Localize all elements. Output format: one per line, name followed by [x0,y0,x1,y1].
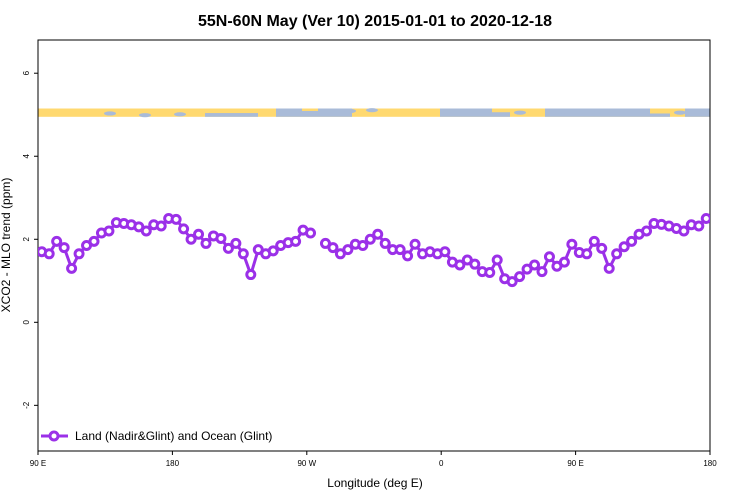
data-point [292,237,300,245]
x-tick-label: 90 E [30,459,46,468]
data-point [374,230,382,238]
plot-frame [38,40,710,451]
data-point [157,222,165,230]
map-ocean-patch [492,112,510,117]
x-axis-label: Longitude (deg E) [327,476,422,490]
y-tick-label: 6 [22,70,31,75]
data-point [105,227,113,235]
data-point [613,250,621,258]
data-point [217,234,225,242]
map-ocean-patch [685,109,710,117]
data-point [486,268,494,276]
data-point [307,229,315,237]
data-point [359,242,367,250]
series-layer [38,215,711,286]
data-point [142,227,150,235]
data-point [75,250,83,258]
chart-title: 55N-60N May (Ver 10) 2015-01-01 to 2020-… [198,13,552,30]
data-point [605,264,613,272]
data-point [516,273,524,281]
data-point [568,240,576,248]
data-point [680,227,688,235]
legend: Land (Nadir&Glint) and Ocean (Glint) [41,429,272,443]
data-point [695,222,703,230]
data-point [239,250,247,258]
x-axis: 90 E 180 90 W 0 90 E 180 [30,451,717,468]
data-point [560,258,568,266]
data-point [531,261,539,269]
data-point [53,237,61,245]
map-ocean-patch [594,109,606,113]
legend-label: Land (Nadir&Glint) and Ocean (Glint) [75,429,272,443]
y-axis-label: XCO2 - MLO trend (ppm) [0,178,13,313]
map-ocean-patch [674,111,686,115]
data-point [583,250,591,258]
data-point [471,260,479,268]
map-ocean-patch [174,112,186,116]
data-point [628,237,636,245]
data-point [411,240,419,248]
x-tick-label: 180 [703,459,717,468]
y-axis: -2 0 2 4 6 [22,70,38,408]
map-ocean-patch [205,113,258,117]
legend-marker [50,432,58,440]
x-tick-label: 180 [166,459,180,468]
data-point [598,244,606,252]
y-tick-label: 0 [22,320,31,325]
data-point [643,227,651,235]
data-point [538,268,546,276]
data-point [381,239,389,247]
map-ocean-patch [139,113,151,117]
data-point [404,252,412,260]
map-ocean-patch [514,111,526,115]
map-ocean-patch [650,113,670,116]
y-tick-label: 2 [22,236,31,241]
data-point [195,230,203,238]
y-tick-label: 4 [22,153,31,158]
data-point [180,225,188,233]
map-ocean-patch [440,109,492,117]
data-point [90,237,98,245]
data-point [329,244,337,252]
data-point [545,253,553,261]
data-point [493,256,501,264]
map-ocean-patch [276,109,302,117]
data-point [396,246,404,254]
map-ocean-patch [366,108,378,112]
map-ocean-patch [104,111,116,115]
data-point [172,215,180,223]
map-ocean-patch [302,111,318,117]
data-point [232,239,240,247]
data-point [202,239,210,247]
world-map-strip [38,108,710,117]
map-ocean-patch [554,110,566,114]
x-tick-label: 90 E [567,459,583,468]
data-point [68,264,76,272]
y-tick-label: -2 [22,401,31,409]
data-point [702,215,710,223]
data-point [60,244,68,252]
data-point [45,250,53,258]
data-point [590,237,598,245]
map-ocean-patch [344,109,356,113]
x-tick-label: 0 [439,459,444,468]
x-tick-label: 90 W [297,459,316,468]
data-point [247,271,255,279]
data-point [441,248,449,256]
